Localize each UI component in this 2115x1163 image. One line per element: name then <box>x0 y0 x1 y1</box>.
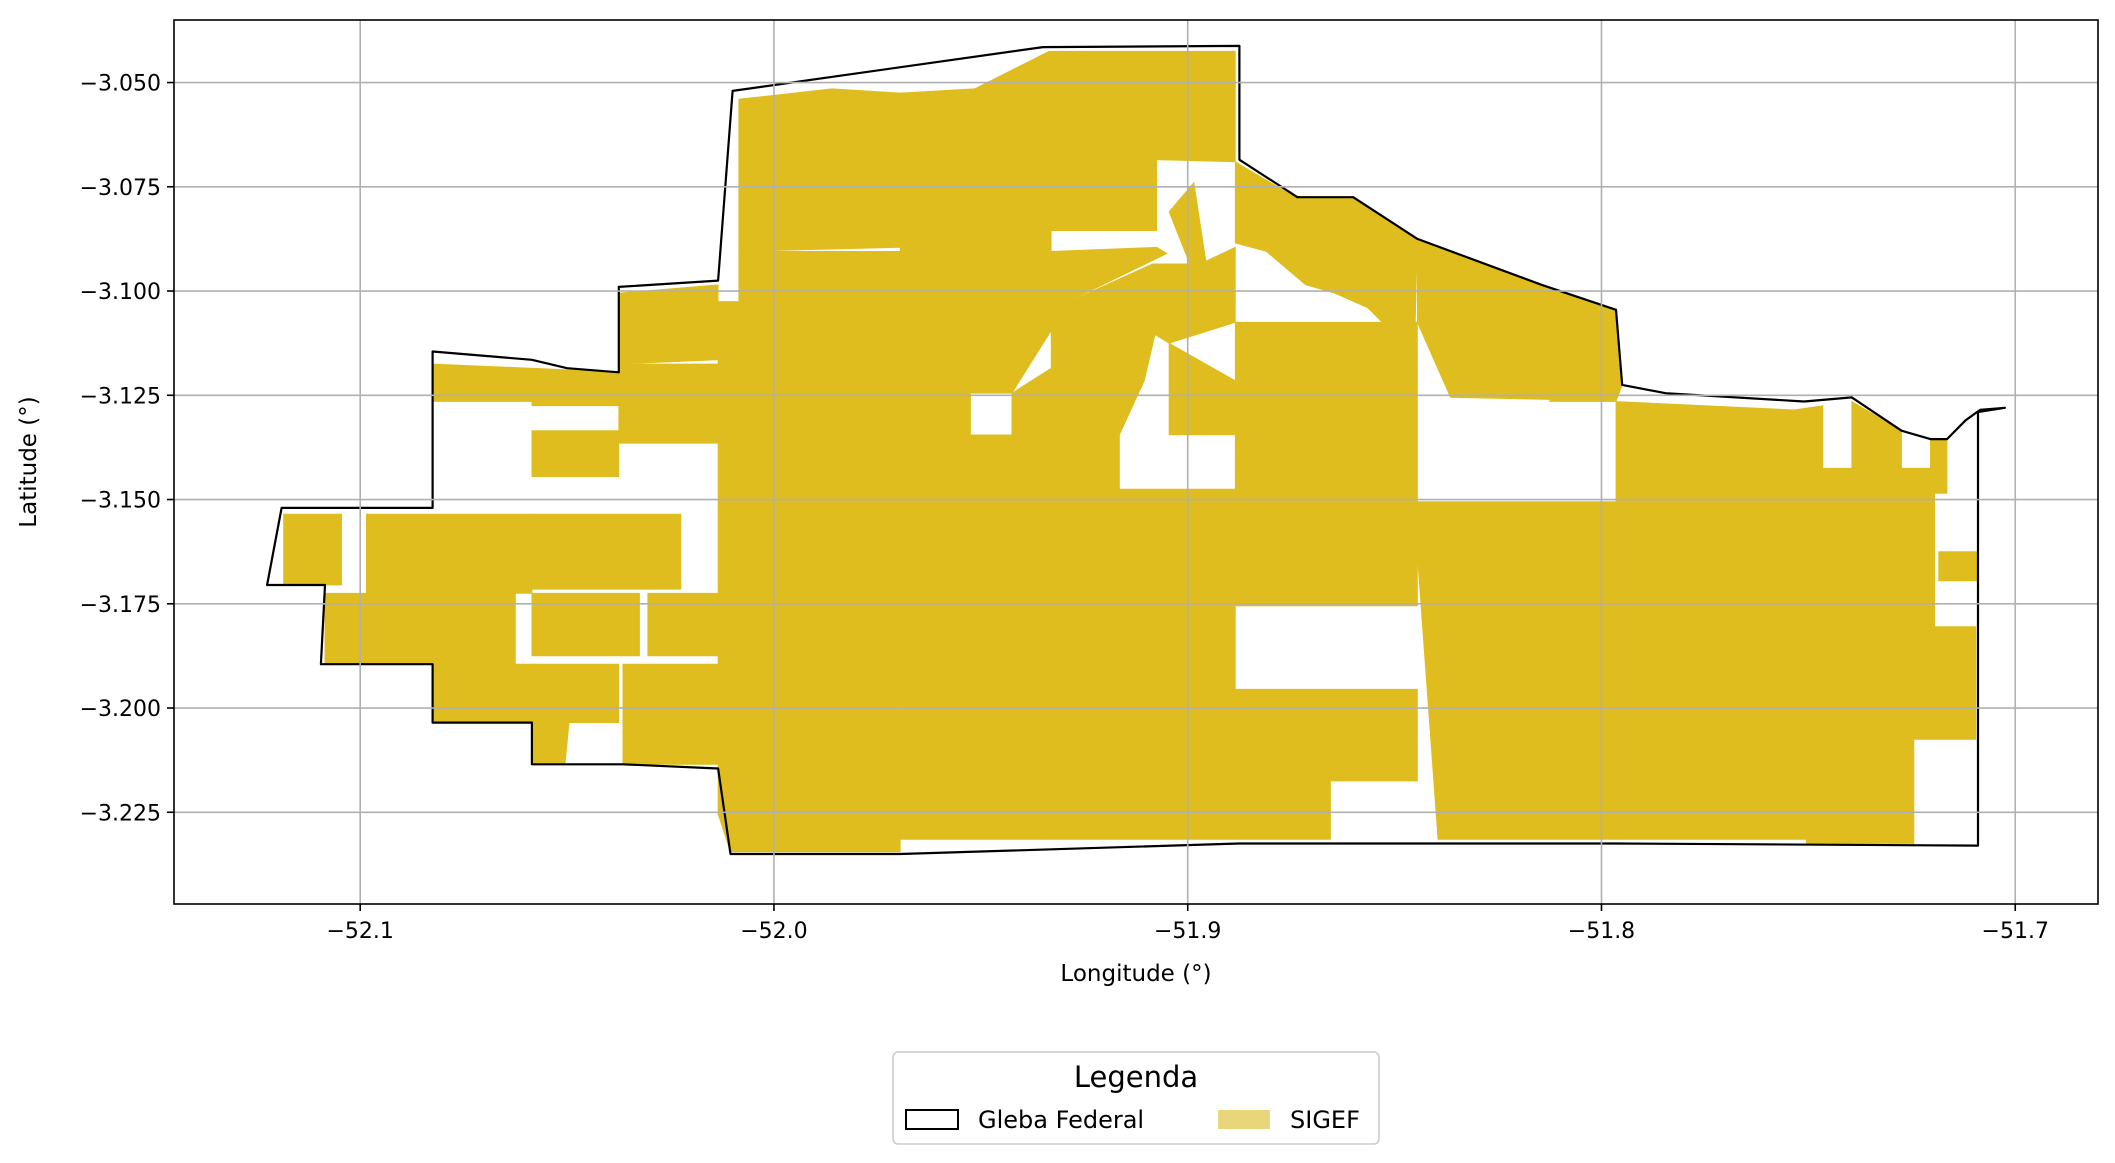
sigef-parcel <box>622 663 719 765</box>
y-tick-label: −3.125 <box>80 384 161 409</box>
gleba-federal-boundary <box>266 44 2007 856</box>
sigef-parcel <box>531 663 620 723</box>
y-tick-label: −3.150 <box>80 489 161 514</box>
sigef-parcel <box>1234 688 1418 782</box>
legend-title: Legenda <box>1074 1060 1198 1094</box>
y-axis-title: Latitude (°) <box>16 396 42 527</box>
legend-label-sigef: SIGEF <box>1290 1106 1360 1134</box>
sigef-parcel <box>717 301 901 386</box>
sigef-parcel <box>1234 380 1418 465</box>
sigef-parcel <box>899 230 1052 252</box>
x-tick-label: −52.0 <box>740 919 807 944</box>
sigef-parcel <box>1805 626 1977 740</box>
y-tick-label: −3.075 <box>80 176 161 201</box>
sigef-parcel <box>531 430 620 478</box>
sigef-parcel <box>1615 401 1824 478</box>
y-tick-label: −3.175 <box>80 593 161 618</box>
plot-area: −52.1 −52.0 −51.9 −51.8 −51.7 −3.050−3.075−3… <box>80 19 2099 944</box>
sigef-parcel <box>717 626 901 815</box>
sigef-parcel <box>1234 780 1331 840</box>
y-axis-ticks: −3.050 −3.075 −3.100 −3.125 −3.150 −3.175 −3.2… <box>80 72 174 826</box>
y-tick-label: −3.100 <box>80 280 161 305</box>
y-tick-label: −3.050 <box>80 72 161 97</box>
sigef-parcel <box>1615 476 1807 557</box>
sigef-parcel <box>1417 501 1617 557</box>
sigef-parcel <box>618 284 719 365</box>
sigef-parcel <box>1416 555 1617 840</box>
sigef-parcel <box>1938 551 1979 582</box>
x-tick-label: −51.9 <box>1154 919 1221 944</box>
sigef-parcel <box>531 722 570 765</box>
y-tick-label: −3.200 <box>80 697 161 722</box>
sigef-parcel <box>1044 538 1236 840</box>
legend-swatch-gleba-federal <box>905 1109 959 1130</box>
sigef-parcel <box>899 538 1046 840</box>
x-tick-label: −52.1 <box>326 919 393 944</box>
sigef-parcel <box>1805 738 1915 844</box>
sigef-parcel <box>1234 321 1418 382</box>
sigef-parcel <box>1805 547 1935 628</box>
sigef-parcel <box>1234 463 1418 498</box>
sigef-parcel <box>899 488 1120 540</box>
x-axis-title: Longitude (°) <box>1060 961 1211 987</box>
y-tick-label: −3.225 <box>80 801 161 826</box>
sigef-parcel <box>365 513 533 594</box>
legend-swatch-sigef <box>1218 1110 1270 1129</box>
legend-label-gleba-federal: Gleba Federal <box>978 1106 1144 1134</box>
sigef-parcel <box>432 663 533 723</box>
sigef-parcel <box>738 88 901 252</box>
sigef-parcel <box>531 367 620 407</box>
sigef-parcel <box>283 513 343 586</box>
sigef-parcel <box>1137 246 1236 344</box>
grid-lines <box>174 20 2098 904</box>
x-tick-label: −51.8 <box>1568 919 1635 944</box>
x-tick-label: −51.7 <box>1982 919 2049 944</box>
sigef-parcel <box>738 250 901 302</box>
sigef-parcel <box>717 813 901 853</box>
sigef-parcel <box>1119 488 1236 540</box>
sigef-parcel <box>738 797 843 815</box>
sigef-parcel <box>970 434 1120 490</box>
sigef-parcel <box>531 592 640 657</box>
sigef-parcel <box>1615 555 1807 840</box>
sigef-parcel <box>531 513 682 590</box>
gleba-federal-boundary-layer <box>266 44 2007 856</box>
sigef-parcel <box>647 592 719 657</box>
sigef-parcel <box>717 384 971 436</box>
legend: Legenda Gleba Federal SIGEF <box>892 1051 1380 1145</box>
plot-frame <box>173 19 2099 905</box>
sigef-parcel <box>618 363 719 444</box>
sigef-parcel <box>1805 467 1935 548</box>
sigef-parcel <box>1234 496 1418 553</box>
x-axis-ticks: −52.1 −52.0 −51.9 −51.8 −51.7 <box>326 904 2049 944</box>
sigef-parcel <box>1234 551 1418 607</box>
